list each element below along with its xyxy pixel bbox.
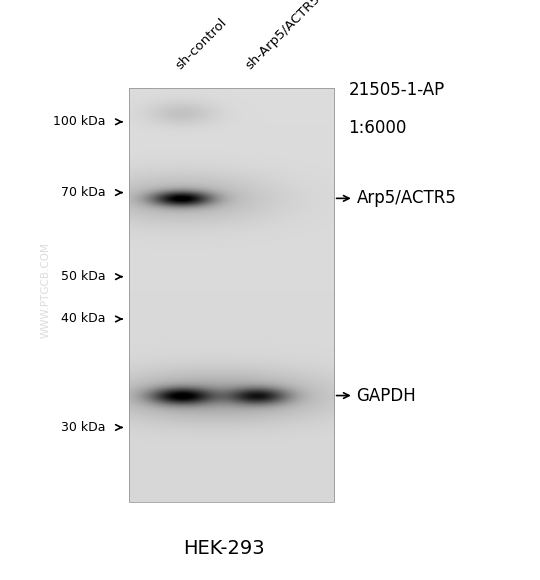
Text: 40 kDa: 40 kDa — [61, 313, 105, 325]
Text: 50 kDa: 50 kDa — [60, 270, 105, 283]
Text: sh-control: sh-control — [173, 16, 230, 72]
Text: HEK-293: HEK-293 — [183, 539, 265, 558]
Text: 70 kDa: 70 kDa — [60, 186, 105, 199]
Text: 1:6000: 1:6000 — [348, 118, 407, 137]
Text: sh-Arp5/ACTR5: sh-Arp5/ACTR5 — [244, 0, 323, 72]
Text: WWW.PTGCB.COM: WWW.PTGCB.COM — [41, 242, 51, 338]
Text: GAPDH: GAPDH — [356, 386, 416, 405]
Text: 100 kDa: 100 kDa — [53, 115, 105, 128]
Text: 21505-1-AP: 21505-1-AP — [348, 81, 444, 99]
Bar — [129, 88, 334, 502]
Text: 30 kDa: 30 kDa — [61, 421, 105, 434]
Text: Arp5/ACTR5: Arp5/ACTR5 — [356, 189, 456, 208]
